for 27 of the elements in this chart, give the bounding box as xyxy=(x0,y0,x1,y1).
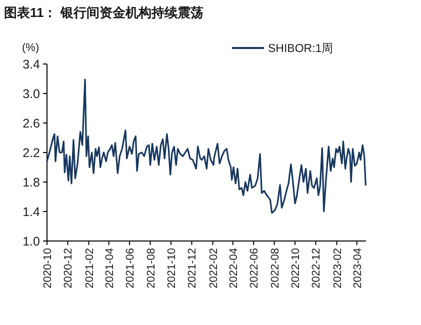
x-tick-label: 2023-02 xyxy=(332,248,344,288)
line-series xyxy=(46,78,366,214)
x-tick-label: 2021-10 xyxy=(166,248,178,288)
x-tick-label: 2022-02 xyxy=(208,248,220,288)
y-tick-label: 1.4 xyxy=(22,205,40,219)
x-tick-label: 2023-04 xyxy=(352,248,364,288)
x-tick-label: 2021-06 xyxy=(124,248,137,288)
x-tick-label: 2020-12 xyxy=(62,248,75,288)
y-tick-label: 2.2 xyxy=(22,146,40,160)
x-tick-label: 2022-12 xyxy=(310,248,323,288)
x-tick-label: 2021-04 xyxy=(104,248,116,288)
x-tick-label: 2022-04 xyxy=(228,248,240,288)
y-tick-label: 3.4 xyxy=(22,58,40,72)
x-tick-label: 2022-08 xyxy=(269,248,282,288)
y-tick-label: 3.0 xyxy=(22,87,40,101)
y-tick-label: 1.0 xyxy=(22,234,40,248)
chart-title: 图表11： 银行间资金机构持续震荡 xyxy=(4,5,204,20)
y-tick-label: 2.6 xyxy=(22,116,40,130)
y-axis-title: (%) xyxy=(22,42,40,54)
x-tick-label: 2022-06 xyxy=(248,248,261,288)
legend-label: SHIBOR:1周 xyxy=(268,42,334,55)
x-tick-label: 2021-12 xyxy=(186,248,199,288)
x-tick-label: 2021-08 xyxy=(145,248,158,288)
x-tick-label: 2021-02 xyxy=(84,248,96,288)
y-tick-label: 1.8 xyxy=(22,176,40,190)
x-tick-label: 2022-10 xyxy=(290,248,302,288)
x-tick-label: 2020-10 xyxy=(42,248,54,288)
